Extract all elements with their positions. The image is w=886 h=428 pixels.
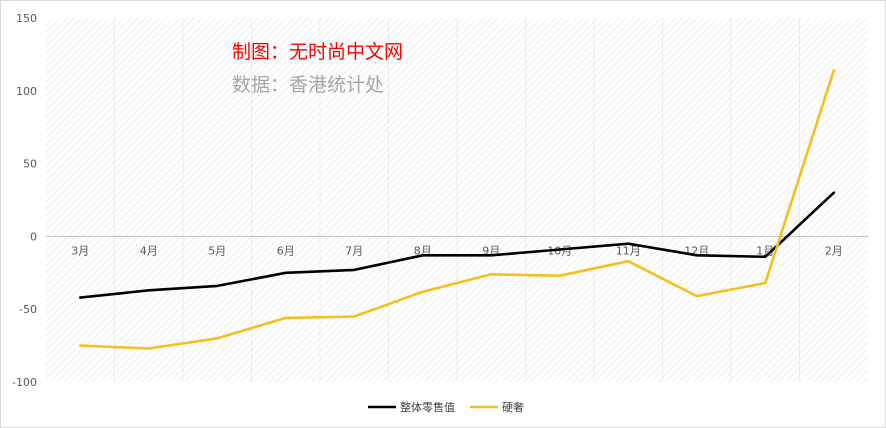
legend-label: 整体零售值 (400, 400, 455, 414)
y-tick-label: -100 (12, 376, 37, 389)
y-tick-label: 50 (23, 158, 37, 171)
legend-item-total-retail: 整体零售值 (368, 400, 455, 414)
x-tick-label: 4月 (140, 244, 158, 257)
x-tick-label: 2月 (825, 244, 843, 257)
legend: 整体零售值 硬奢 (368, 400, 524, 414)
series-line-total-retail (79, 191, 836, 299)
legend-label: 硬奢 (502, 400, 524, 414)
series-line-hard-luxury (79, 69, 836, 350)
x-tick-label: 10月 (547, 244, 572, 257)
maker-credit: 制图：无时尚中文网 (232, 41, 403, 63)
y-tick-label: 0 (30, 230, 37, 243)
y-tick-label: 150 (16, 12, 37, 25)
x-tick-label: 3月 (71, 244, 89, 257)
x-tick-label: 6月 (277, 244, 295, 257)
x-tick-label: 5月 (208, 244, 226, 257)
x-tick-label: 11月 (616, 244, 641, 257)
source-credit: 数据：香港统计处 (232, 74, 384, 96)
x-tick-label: 7月 (345, 244, 363, 257)
y-tick-label: 100 (16, 85, 37, 98)
y-tick-label: -50 (19, 303, 37, 316)
legend-item-hard-luxury: 硬奢 (470, 400, 524, 414)
